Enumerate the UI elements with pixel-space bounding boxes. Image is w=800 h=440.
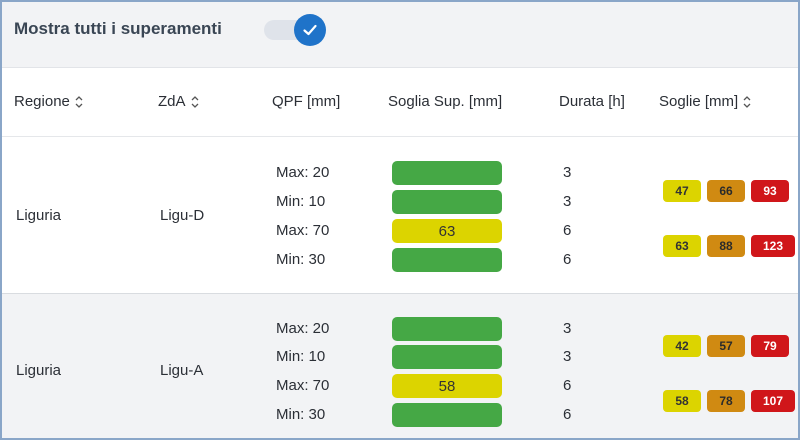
zda-cell: Ligu-D <box>160 207 205 224</box>
threshold-bar <box>392 317 502 341</box>
toggle-knob[interactable] <box>294 14 326 46</box>
qpf-value: Min: 30 <box>276 251 326 268</box>
threshold-bar: 63 <box>392 219 502 243</box>
toggle-label: Mostra tutti i superamenti <box>14 19 222 38</box>
column-header-label: Regione <box>14 93 70 110</box>
qpf-value: Max: 20 <box>276 320 330 337</box>
table-row: Min: 10 3 <box>2 188 798 217</box>
region-cell: Liguria <box>16 362 62 379</box>
threshold-badge-orange: 88 <box>707 235 745 257</box>
column-header-zda[interactable]: ZdA <box>158 93 200 110</box>
table-row: Min: 30 6 <box>2 246 798 275</box>
table-row-group: Liguria Ligu-A Max: 20 3 Min: 10 3 Max: … <box>2 294 798 438</box>
thresholds-row: 47 66 93 <box>663 180 789 202</box>
threshold-bar <box>392 345 502 369</box>
thresholds-row: 63 88 123 <box>663 235 795 257</box>
column-header-label: Soglie [mm] <box>659 93 739 110</box>
threshold-badge-yellow: 47 <box>663 180 701 202</box>
threshold-badge-red: 93 <box>751 180 789 202</box>
threshold-bar <box>392 248 502 272</box>
threshold-badge-yellow: 58 <box>663 390 701 412</box>
threshold-badge-orange: 57 <box>707 335 745 357</box>
column-header-label: ZdA <box>158 93 186 110</box>
column-header-soglie[interactable]: Soglie [mm] <box>659 93 752 110</box>
thresholds-row: 42 57 79 <box>663 335 789 357</box>
sort-icon[interactable] <box>190 95 200 109</box>
threshold-badge-orange: 66 <box>707 180 745 202</box>
toolbar: Mostra tutti i superamenti <box>2 2 798 68</box>
qpf-value: Min: 10 <box>276 193 326 210</box>
qpf-value: Max: 20 <box>276 164 330 181</box>
column-header-qpf: QPF [mm] <box>272 93 340 110</box>
table-row: Max: 70 63 6 <box>2 217 798 246</box>
duration-value: 3 <box>563 348 572 365</box>
column-header-label: QPF [mm] <box>272 93 341 110</box>
thresholds-row: 58 78 107 <box>663 390 795 412</box>
table-row: Max: 20 3 <box>2 315 798 344</box>
table-row: Max: 70 58 6 <box>2 372 798 401</box>
threshold-badge-orange: 78 <box>707 390 745 412</box>
duration-value: 3 <box>563 193 572 210</box>
sort-icon[interactable] <box>74 95 84 109</box>
column-header-label: Durata [h] <box>559 93 625 110</box>
qpf-value: Max: 70 <box>276 222 330 239</box>
sort-icon[interactable] <box>742 95 752 109</box>
threshold-bar <box>392 161 502 185</box>
threshold-badge-red: 107 <box>751 390 795 412</box>
check-icon <box>303 24 317 36</box>
duration-value: 3 <box>563 320 572 337</box>
show-all-toggle[interactable] <box>264 14 330 46</box>
duration-value: 6 <box>563 251 572 268</box>
table-row-group: Liguria Ligu-D Max: 20 3 Min: 10 3 Max: … <box>2 138 798 294</box>
threshold-badge-red: 123 <box>751 235 795 257</box>
column-header-durata: Durata [h] <box>559 93 625 110</box>
qpf-value: Max: 70 <box>276 377 330 394</box>
zda-cell: Ligu-A <box>160 362 204 379</box>
threshold-badge-red: 79 <box>751 335 789 357</box>
duration-value: 6 <box>563 377 572 394</box>
qpf-value: Min: 30 <box>276 406 326 423</box>
threshold-bar <box>392 403 502 427</box>
threshold-bar <box>392 190 502 214</box>
qpf-value: Min: 10 <box>276 348 326 365</box>
column-header-label: Soglia Sup. [mm] <box>388 93 503 110</box>
table-header: Regione ZdA QPF [mm] Soglia Sup. [mm] Du… <box>2 69 798 137</box>
table-row: Min: 10 3 <box>2 343 798 372</box>
threshold-bar: 58 <box>392 374 502 398</box>
column-header-soglia-sup: Soglia Sup. [mm] <box>388 93 502 110</box>
table-row: Max: 20 3 <box>2 159 798 188</box>
table-row: Min: 30 6 <box>2 401 798 430</box>
threshold-badge-yellow: 63 <box>663 235 701 257</box>
column-header-regione[interactable]: Regione <box>14 93 84 110</box>
duration-value: 6 <box>563 406 572 423</box>
region-cell: Liguria <box>16 207 62 224</box>
duration-value: 3 <box>563 164 572 181</box>
duration-value: 6 <box>563 222 572 239</box>
threshold-badge-yellow: 42 <box>663 335 701 357</box>
